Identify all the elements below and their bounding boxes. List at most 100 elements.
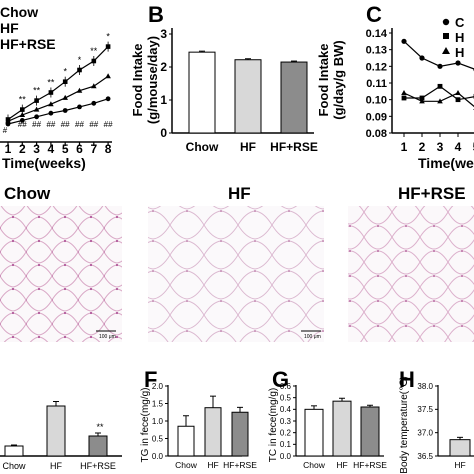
micrograph-hf-rse (348, 206, 474, 342)
panel-a-point (34, 114, 39, 120)
panel-a-sig-star: ** (90, 46, 98, 56)
panel-a-x-tick-label: 6 (76, 142, 83, 156)
panel-a-x-tick-label: 2 (19, 142, 26, 156)
panel-c-x-tick-label: 5 (473, 140, 474, 154)
panel-h-bars (449, 436, 471, 457)
panel-b-bar (280, 61, 308, 134)
panel-b-y-tick-label: 2 (160, 60, 167, 74)
panel-g-ylabel: TC in fece(mg/g) (268, 388, 279, 462)
panel-f-y-tick-label: 1.5 (152, 399, 164, 408)
panel-h-y-tick-label: 38.0 (417, 382, 433, 391)
panel-b-ylabel-line2: (g/mouse/day) (145, 36, 160, 124)
panel-c-ylabel-line2: (g/day/g BW) (331, 40, 346, 119)
panel-h-y-tick-label: 37.0 (417, 428, 433, 437)
panel-c-y-tick-label: 0.12 (366, 61, 387, 73)
panel-f-y-tick-label: 0.0 (152, 452, 164, 461)
panel-f-bar (231, 411, 249, 457)
panel-c-legend-marker-2 (442, 47, 450, 54)
panel-c-y-tick-label: 0.10 (366, 95, 387, 107)
panel-a-point (91, 83, 97, 89)
panel-e-bars (4, 401, 108, 457)
panel-g-y-tick-label: 0.5 (280, 393, 292, 402)
panel-g-bar (332, 400, 352, 457)
scalebar-chow-label: 100 μm (99, 334, 116, 340)
panel-f-bars (177, 395, 249, 457)
panel-c-legend-marker-0 (442, 18, 450, 26)
panel-c-legend-marker-1 (443, 33, 449, 39)
panel-c-x-tick-label: 3 (437, 140, 444, 154)
panel-f-y-tick-label: 2.0 (152, 382, 164, 391)
panel-a-point (19, 118, 25, 123)
panel-h-y-tick-label: 37.5 (417, 405, 433, 414)
panel-e-bar (46, 405, 66, 457)
panel-a-point (48, 101, 54, 107)
panel-h-ylabel: Body temperature(℃) (399, 376, 410, 473)
panel-e-category-label: Chow (2, 461, 26, 471)
panel-b: B Food Intake (g/mouse/day) 0 1 2 3 Chow HF H… (130, 2, 318, 154)
legend-hf: HF (0, 20, 19, 36)
panel-a-x-tick-label: 4 (48, 142, 55, 156)
panel-a-sig-hash: ## (89, 120, 98, 129)
panel-a-point (19, 112, 26, 117)
legend-chow: Chow (0, 4, 38, 20)
panel-b-bar (234, 59, 262, 134)
panel-h-category-label: HF (454, 460, 465, 470)
panel-a-line-hf-rse (7, 75, 109, 122)
panel-a-x-tick-label: 8 (105, 142, 112, 156)
panel-a-sig-hash: ## (46, 120, 55, 129)
panel-a-point (105, 73, 111, 79)
panel-b-letter: B (148, 2, 164, 27)
panel-b-bars (188, 50, 308, 134)
panel-a-sig-hash: ## (61, 120, 70, 129)
panel-g-y-tick-label: 0.6 (280, 382, 292, 391)
panel-f-ylabel: TG in fece(mg/g) (140, 387, 151, 462)
panel-c-y-tick-label: 0.11 (366, 78, 387, 90)
panel-f-y-tick-label: 1.0 (152, 417, 164, 426)
panel-a-x-tick-label: 7 (90, 142, 97, 156)
panel-g-y-tick-label: 0.4 (280, 405, 292, 414)
panel-a-x-label: Time(weeks) (2, 155, 86, 171)
panel-f-bar (177, 425, 195, 457)
panel-c-y-tick-label: 0.09 (366, 111, 387, 123)
panel-c-point (401, 95, 407, 101)
panel-b-ylabel-line1: Food Intake (130, 44, 145, 117)
panel-g-y-tick-label: 0.2 (280, 428, 292, 437)
panel-b-y-ticks: 0 1 2 3 (160, 27, 172, 140)
histology-title-hf: HF (228, 184, 251, 203)
panel-c-x-tick-label: 4 (455, 140, 462, 154)
panel-b-bar (188, 51, 216, 134)
panel-a-sig-star: ** (19, 95, 27, 105)
panel-a-sig-star: ** (47, 78, 55, 88)
panel-f: F TG in fece(mg/g) 0.0 0.5 1.0 1.5 2.0 Chow H… (140, 367, 257, 470)
panel-e: Chow HF HF+RSE ** (0, 401, 122, 471)
panel-c-y-tick-label: 0.13 (366, 45, 387, 57)
panel-a-sig-hash: ## (75, 120, 84, 129)
panel-c-y-tick-label: 0.08 (366, 128, 387, 140)
panel-h-letter: H (399, 367, 415, 392)
panel-e-significance: ** (96, 422, 104, 432)
panel-a-sig-hash: ## (32, 120, 41, 129)
panel-a-x-tick-label: 1 (5, 142, 12, 156)
panel-a-significance: ***********## ## ## ## ## ## ### (3, 32, 113, 135)
panel-g-bars (304, 397, 380, 457)
panel-c-point (419, 95, 425, 101)
panel-b-category-label: Chow (186, 140, 219, 154)
panel-c-legend-0: C (455, 15, 465, 30)
panel-a-sig-hash: # (3, 126, 8, 135)
panel-g-letter: G (272, 367, 289, 392)
panel-g-category-label: Chow (303, 460, 326, 470)
panel-c-point (401, 90, 407, 95)
panel-a-sig-star: * (106, 32, 110, 42)
panel-a-sig-hash: ## (18, 120, 27, 129)
scalebar-hf-label: 100 μm (304, 334, 321, 340)
panel-h-bar (449, 439, 471, 457)
panel-c-legend-2: H (455, 45, 464, 60)
panel-f-y-ticks: 0.0 0.5 1.0 1.5 2.0 (152, 382, 168, 461)
panel-b-categories: Chow HF HF+RSE (186, 140, 318, 154)
panel-f-categories: Chow HF HF+RSE (175, 460, 257, 470)
micrograph-chow (0, 206, 122, 342)
panel-e-category-label: HF+RSE (80, 461, 116, 471)
panel-g-bar (304, 408, 324, 457)
panel-b-y-tick-label: 3 (160, 27, 167, 41)
